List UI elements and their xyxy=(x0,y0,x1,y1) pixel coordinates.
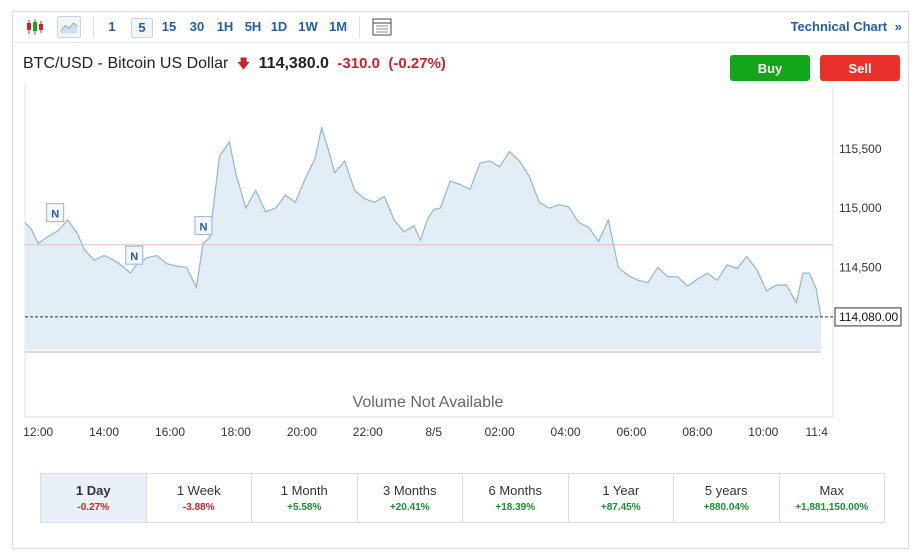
double-chevron-right-icon: » xyxy=(894,19,902,34)
chart-widget: 1 5 15 30 1H 5H 1D 1W 1M Technical Chart » BTC/U… xyxy=(12,11,910,549)
x-tick-label: 10:00 xyxy=(748,425,778,439)
area-chart-icon[interactable] xyxy=(57,16,81,38)
y-tick-label: 115,000 xyxy=(839,201,882,215)
period-change: -3.88% xyxy=(182,502,215,513)
timeframe-1w[interactable]: 1W xyxy=(298,19,318,34)
period-label: 3 Months xyxy=(383,483,437,498)
y-tick-label: 114,500 xyxy=(839,260,882,274)
price-change-percent: (-0.27%) xyxy=(388,55,446,72)
x-tick-label: 04:00 xyxy=(551,425,581,439)
x-tick-label: 12:00 xyxy=(23,425,53,439)
timeframe-15[interactable]: 15 xyxy=(161,19,177,34)
news-marker-label: N xyxy=(200,222,208,234)
timeframe-1h[interactable]: 1H xyxy=(216,19,234,34)
instrument-header: BTC/USD - Bitcoin US Dollar 🡇 114,380.0 … xyxy=(23,55,446,77)
technical-chart-label: Technical Chart xyxy=(790,19,888,34)
period-1-year[interactable]: 1 Year +87.45% xyxy=(569,474,674,522)
volume-not-available: Volume Not Available xyxy=(353,394,504,411)
technical-chart-link[interactable]: Technical Chart » xyxy=(791,19,902,34)
instrument-name: BTC/USD - Bitcoin US Dollar xyxy=(23,55,229,72)
timeframe-1d[interactable]: 1D xyxy=(270,19,288,34)
period-label: 1 Day xyxy=(75,483,111,498)
period-3-months[interactable]: 3 Months +20.41% xyxy=(358,474,463,522)
x-tick-label: 08:00 xyxy=(682,425,712,439)
period-change: -0.27% xyxy=(77,502,110,513)
period-1-day[interactable]: 1 Day -0.27% xyxy=(41,474,147,522)
period-label: 6 Months xyxy=(488,483,542,498)
x-tick-label: 22:00 xyxy=(353,425,383,439)
news-marker-label: N xyxy=(51,209,59,221)
table-view-icon[interactable] xyxy=(370,16,394,38)
period-6-months[interactable]: 6 Months +18.39% xyxy=(463,474,569,522)
period-5-years[interactable]: 5 years +880.04% xyxy=(674,474,780,522)
period-label: 5 years xyxy=(704,483,748,498)
news-marker xyxy=(194,216,213,236)
period-1-month[interactable]: 1 Month +5.58% xyxy=(252,474,358,522)
price-change: -310.0 xyxy=(337,55,380,72)
x-tick-label: 8/5 xyxy=(425,425,442,439)
sell-button[interactable]: Sell xyxy=(820,55,900,81)
period-label: 1 Week xyxy=(176,483,221,498)
period-label: 1 Year xyxy=(602,483,640,498)
current-price-box xyxy=(834,307,902,327)
x-tick-label: 16:00 xyxy=(155,425,185,439)
period-label: 1 Month xyxy=(280,483,328,498)
period-change: +87.45% xyxy=(600,502,641,513)
y-tick-label: 115,500 xyxy=(839,142,882,156)
period-label: Max xyxy=(819,483,845,498)
arrow-down-icon: 🡇 xyxy=(236,56,251,71)
x-tick-label: 02:00 xyxy=(485,425,515,439)
timeframe-30[interactable]: 30 xyxy=(189,19,205,34)
period-change: +20.41% xyxy=(389,502,430,513)
price-area-fill xyxy=(25,127,821,350)
x-tick-label: 18:00 xyxy=(221,425,251,439)
x-tick-label: 20:00 xyxy=(287,425,317,439)
toolbar-separator xyxy=(359,16,360,38)
news-marker xyxy=(125,245,144,265)
performance-periods: 1 Day -0.27% 1 Week -3.88% 1 Month +5.58% 3 Mo… xyxy=(40,473,885,523)
price-line xyxy=(24,125,822,318)
period-1-week[interactable]: 1 Week -3.88% xyxy=(147,474,252,522)
period-change: +1,881,150.00% xyxy=(795,502,869,513)
timeframe-5h[interactable]: 5H xyxy=(244,19,262,34)
current-price-label: 114,080.00 xyxy=(839,310,898,324)
x-tick-label: 06:00 xyxy=(616,425,646,439)
timeframe-1[interactable]: 1 xyxy=(108,19,116,34)
period-change: +880.04% xyxy=(703,502,749,513)
period-change: +5.58% xyxy=(287,502,322,513)
last-price: 114,380.0 xyxy=(258,55,329,72)
period-change: +18.39% xyxy=(495,502,536,513)
candlestick-icon[interactable] xyxy=(23,16,47,38)
timeframe-1m[interactable]: 1M xyxy=(328,19,348,34)
x-tick-label: 14:00 xyxy=(89,425,119,439)
timeframe-5[interactable]: 5 xyxy=(131,18,153,38)
news-marker-label: N xyxy=(130,251,138,263)
price-chart[interactable]: Investing.com115,500115,000114,500114,08… xyxy=(13,12,910,452)
news-marker xyxy=(46,203,65,223)
toolbar-separator xyxy=(93,16,94,38)
period-max[interactable]: Max +1,881,150.00% xyxy=(780,474,885,522)
x-tick-label: 11:4 xyxy=(805,425,828,439)
chart-toolbar: 1 5 15 30 1H 5H 1D 1W 1M Technical Chart » xyxy=(13,12,910,43)
buy-button[interactable]: Buy xyxy=(730,55,810,81)
